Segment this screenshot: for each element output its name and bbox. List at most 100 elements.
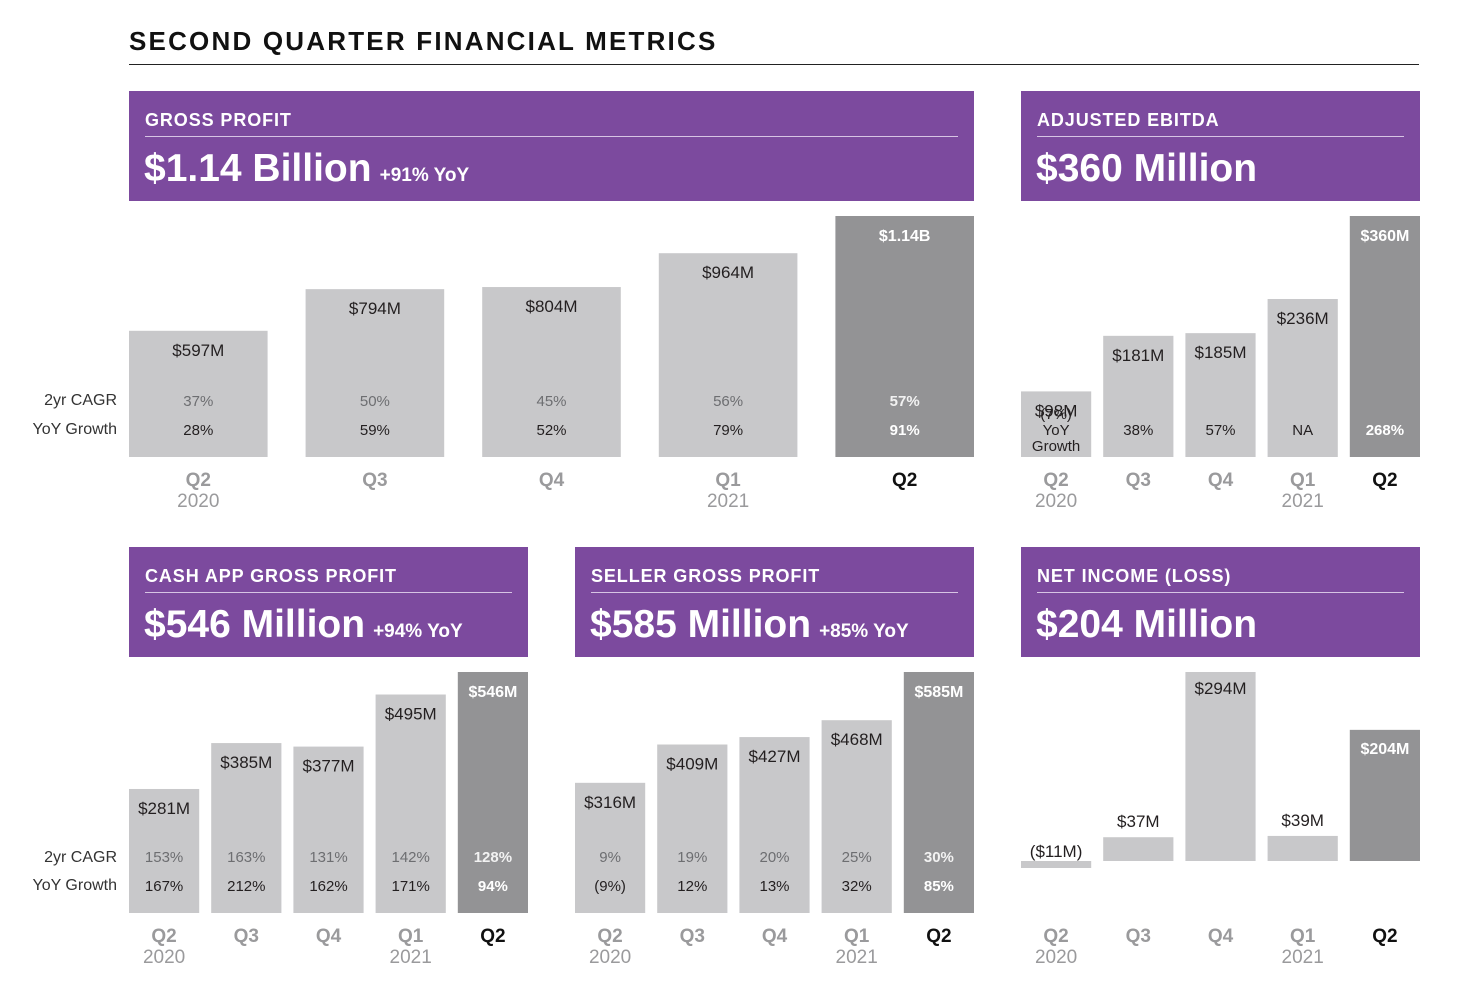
cagr-label: 30% (924, 849, 954, 866)
bar (739, 737, 810, 913)
tick-label: Q4 (1208, 926, 1234, 947)
net-income-header: NET INCOME (LOSS) $204 Million (1021, 547, 1420, 657)
data-label: $597M (172, 341, 224, 360)
tick-label: 2021 (1282, 491, 1324, 512)
net-income-header-label: NET INCOME (LOSS) (1037, 566, 1232, 586)
net-income-headline: $204 Million (1036, 603, 1257, 647)
adjusted-ebitda-header-label: ADJUSTED EBITDA (1037, 110, 1220, 130)
cash-app-gross-profit-header: CASH APP GROSS PROFIT $546 Million +94% Y… (129, 547, 528, 657)
yoy-label: (9%) (594, 878, 626, 895)
tick-label: 2021 (707, 491, 749, 512)
row-label-yoy: YoY Growth (32, 877, 118, 894)
yoy-label: 57% (1205, 422, 1235, 439)
yoy-label: 91% (890, 422, 920, 439)
tick-label: Q2 (892, 470, 917, 491)
bar (457, 672, 528, 913)
cagr-label: 56% (713, 393, 743, 410)
yoy-label: 12% (677, 878, 707, 895)
bar (1185, 672, 1256, 861)
tick-label: Q3 (1126, 926, 1151, 947)
tick-label: Q3 (680, 926, 705, 947)
tick-label: Q3 (1126, 470, 1151, 491)
row-label-cagr: 2yr CAGR (44, 849, 117, 866)
tick-label: Q3 (362, 470, 387, 491)
bar (1267, 299, 1338, 457)
data-label: $385M (220, 753, 272, 772)
data-label: $468M (831, 730, 883, 749)
tick-label: Q1 (715, 470, 741, 491)
tick-label: Q4 (762, 926, 788, 947)
cash-app-gross-profit-header-label: CASH APP GROSS PROFIT (145, 566, 397, 586)
cagr-label: 25% (842, 849, 872, 866)
tick-label: Q1 (1290, 470, 1316, 491)
tick-label: 2021 (836, 947, 878, 968)
bar (658, 253, 798, 457)
data-label: $204M (1360, 741, 1409, 758)
data-label: $181M (1112, 346, 1164, 365)
bar (821, 720, 892, 913)
yoy-label: 94% (478, 878, 508, 895)
data-label: $804M (526, 297, 578, 316)
yoy-label: 28% (183, 422, 213, 439)
yoy-label: 32% (842, 878, 872, 895)
bar (129, 788, 200, 913)
net-income-chart: ($11M)Q22020$37MQ3$294MQ4$39MQ12021$204M… (1021, 672, 1420, 968)
bar (375, 694, 446, 913)
bar (1267, 835, 1338, 861)
bar (657, 744, 728, 913)
adjusted-ebitda-header: ADJUSTED EBITDA $360 Million (1021, 91, 1420, 201)
tick-label: Q4 (539, 470, 565, 491)
cash-app-gross-profit-chart: $281M153%167%Q22020$385M163%212%Q3$377M1… (129, 672, 528, 968)
yoy-label: (7%) (1040, 406, 1072, 423)
yoy-label: 59% (360, 422, 390, 439)
data-label: $185M (1195, 343, 1247, 362)
header-rule (145, 592, 512, 593)
tick-label: Q4 (316, 926, 342, 947)
seller-gross-profit-header-label: SELLER GROSS PROFIT (591, 566, 821, 586)
tick-label: Q2 (1043, 470, 1068, 491)
data-label: $546M (468, 684, 517, 701)
cagr-label: 20% (759, 849, 789, 866)
data-label: ($11M) (1030, 842, 1083, 861)
tick-label: 2020 (177, 491, 219, 512)
data-label: $585M (914, 684, 963, 701)
tick-label: 2021 (390, 947, 432, 968)
tick-label: 2020 (589, 947, 631, 968)
tick-label: 2020 (143, 947, 185, 968)
gross-profit-header-label: GROSS PROFIT (145, 110, 292, 130)
yoy-label: 268% (1366, 422, 1404, 439)
row-label-yoy: YoY Growth (32, 421, 118, 438)
bar (211, 743, 282, 913)
bar (293, 746, 364, 913)
data-label: $794M (349, 299, 401, 318)
cash-app-gross-profit-yoy: +94% YoY (373, 621, 463, 642)
header-rule (591, 592, 958, 593)
tick-label: Q3 (234, 926, 259, 947)
yoy-label: Growth (1032, 438, 1080, 455)
bar (903, 672, 974, 913)
cagr-label: 45% (536, 393, 566, 410)
cash-app-gross-profit-headline: $546 Million +94% YoY (144, 603, 463, 647)
cagr-label: 50% (360, 393, 390, 410)
tick-label: 2020 (1035, 491, 1077, 512)
data-label: $427M (749, 747, 801, 766)
yoy-label: 85% (924, 878, 954, 895)
tick-label: Q4 (1208, 470, 1234, 491)
page-title: SECOND QUARTER FINANCIAL METRICS (129, 26, 718, 56)
data-label: $1.14B (879, 228, 931, 245)
tick-label: Q2 (151, 926, 176, 947)
bar (129, 330, 268, 457)
cash-app-gross-profit-value: $546 Million (144, 603, 366, 646)
cash-app-gross-profit-panel: CASH APP GROSS PROFIT $546 Million +94% Y… (129, 547, 528, 977)
data-label: $409M (666, 755, 718, 774)
gross-profit-value: $1.14 Billion (144, 147, 372, 190)
tick-label: Q2 (926, 926, 951, 947)
tick-label: 2020 (1035, 947, 1077, 968)
tick-label: Q2 (1372, 926, 1397, 947)
net-income-value: $204 Million (1036, 603, 1258, 646)
cagr-label: 128% (474, 849, 512, 866)
adjusted-ebitda-value: $360 Million (1036, 147, 1258, 190)
seller-gross-profit-yoy: +85% YoY (819, 621, 909, 642)
tick-label: Q2 (186, 470, 211, 491)
header-rule (145, 136, 958, 137)
